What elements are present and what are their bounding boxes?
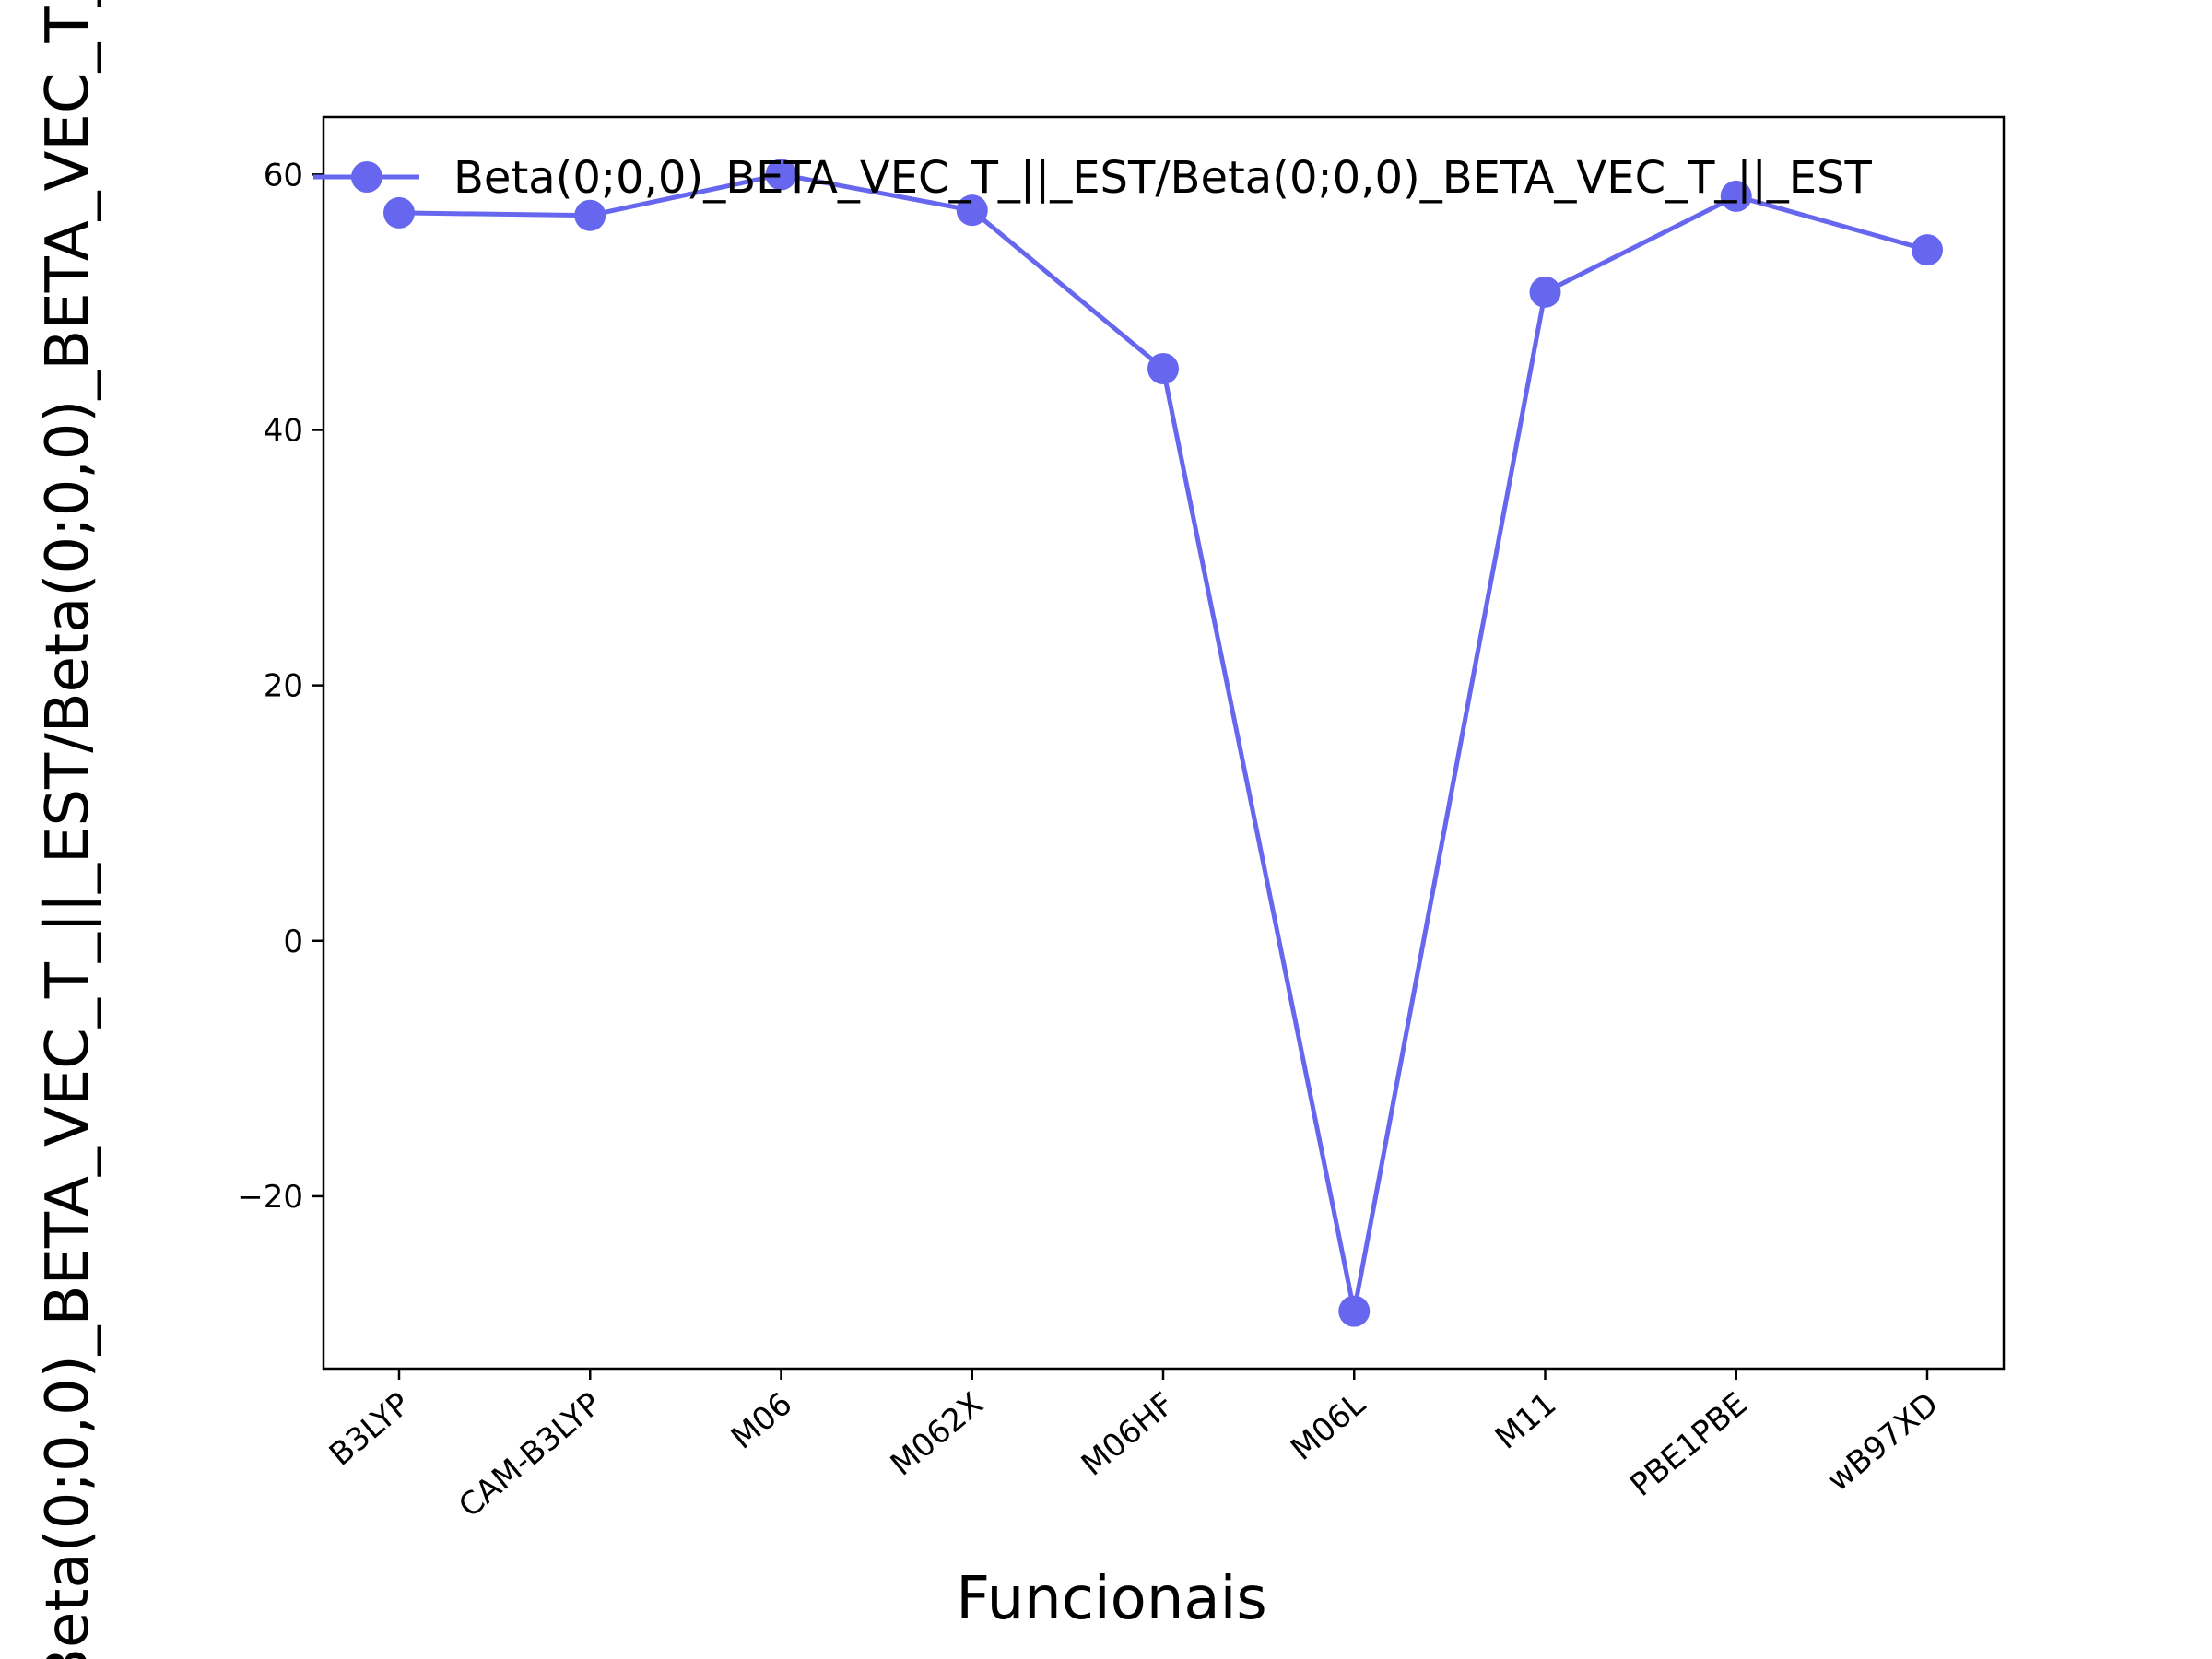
y-tick-label: 20 xyxy=(264,668,303,705)
x-tick-label: M06L xyxy=(1284,1385,1372,1468)
plot-area xyxy=(322,115,2006,1371)
legend-marker-swatch xyxy=(351,161,382,193)
y-axis: −20 0 20 40 60 xyxy=(237,157,324,1216)
y-tick-label: 0 xyxy=(283,924,303,960)
x-tick-label: M062X xyxy=(884,1385,991,1483)
y-tick-label: 60 xyxy=(264,157,303,194)
x-tick-label: wB97XD xyxy=(1820,1385,1946,1499)
data-point xyxy=(1338,1295,1371,1327)
data-point xyxy=(1720,180,1752,212)
y-tick-label: −20 xyxy=(237,1179,303,1216)
x-tick-label: CAM-B3LYP xyxy=(452,1385,608,1525)
y-tick-label: 40 xyxy=(264,413,303,450)
data-point xyxy=(1529,276,1561,308)
data-point xyxy=(574,199,606,231)
x-tick-label: B3LYP xyxy=(323,1385,418,1473)
x-axis-label: Funcionais xyxy=(956,1565,1266,1633)
data-point xyxy=(956,194,988,227)
data-point xyxy=(1147,352,1179,384)
x-tick-label: M06 xyxy=(724,1385,799,1456)
legend-entry-label: Beta(0;0,0)_BETA_VEC_T_||_EST/Beta(0;0,0… xyxy=(453,152,1873,204)
x-tick-label: M06HF xyxy=(1075,1385,1182,1483)
x-tick-label: M11 xyxy=(1488,1385,1563,1456)
legend: Beta(0;0,0)_BETA_VEC_T_||_EST/Beta(0;0,0… xyxy=(313,152,1873,204)
x-axis: B3LYP CAM-B3LYP M06 M062X M06HF M06L M11 PBE1PB… xyxy=(323,1369,1946,1525)
series-layer xyxy=(383,159,1943,1327)
data-point xyxy=(1912,234,1943,266)
data-point xyxy=(383,196,415,229)
x-tick-label: PBE1PBE xyxy=(1623,1385,1754,1504)
data-point xyxy=(765,159,797,191)
y-axis-label: Beta(0;0,0)_BETA_VEC_T_||_EST/Beta(0;0,0… xyxy=(34,0,102,1659)
